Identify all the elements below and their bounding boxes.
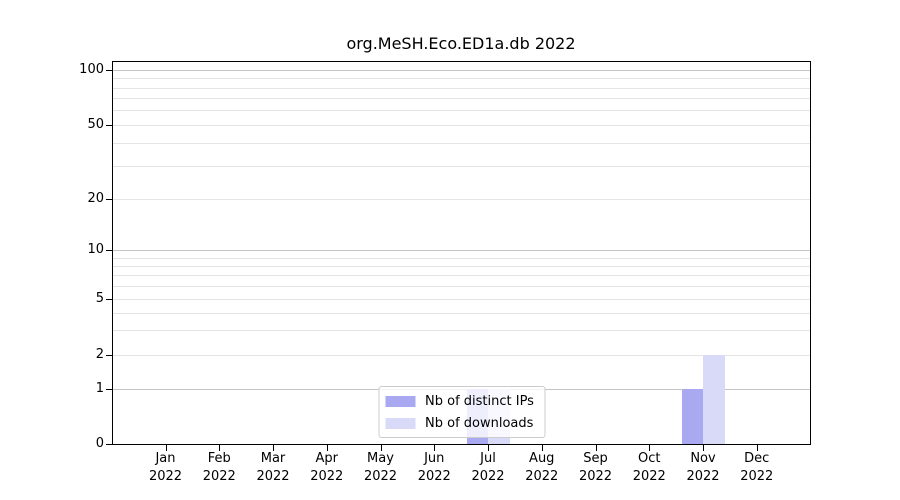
legend-swatch [385, 417, 415, 429]
y-tick-label: 0 [95, 436, 104, 451]
gridline-minor [113, 199, 810, 200]
y-tick-mark [106, 444, 112, 445]
x-tick-label: Apr 2022 [310, 451, 344, 484]
bar-distinct-ips [681, 389, 703, 444]
x-tick-mark [219, 445, 221, 451]
legend-entry: Nb of distinct IPs [385, 391, 538, 411]
gridline-minor [113, 258, 810, 259]
x-tick-mark [649, 445, 651, 451]
bar-downloads [703, 355, 725, 444]
x-tick-label: Nov 2022 [686, 451, 720, 484]
x-tick-mark [488, 445, 489, 451]
gridline-minor [113, 275, 810, 276]
gridline-minor [113, 166, 810, 167]
chart-title: org.MeSH.Eco.ED1a.db 2022 [346, 34, 576, 53]
gridline-minor [113, 286, 810, 287]
x-tick-mark [541, 445, 543, 451]
gridline-minor [113, 88, 810, 89]
y-tick-label: 5 [95, 291, 104, 306]
x-tick-label: Jun 2022 [417, 451, 451, 484]
legend-label: Nb of downloads [425, 415, 534, 431]
x-tick-mark [756, 445, 758, 451]
gridline-minor [113, 266, 810, 267]
x-tick-label: Sep 2022 [578, 451, 613, 484]
gridline-major [113, 250, 810, 251]
gridline-minor [113, 313, 810, 314]
y-tick-mark [106, 70, 112, 71]
x-tick-label: Oct 2022 [632, 451, 666, 484]
y-tick-label: 20 [87, 191, 104, 206]
x-tick-mark [165, 445, 167, 451]
y-tick-label: 2 [95, 347, 104, 362]
plot-area: Nb of distinct IPs Nb of downloads [112, 61, 811, 445]
gridline-minor [113, 110, 810, 111]
x-tick-mark [434, 445, 436, 451]
legend-label: Nb of distinct IPs [425, 393, 534, 409]
x-tick-mark [703, 445, 704, 451]
y-tick-mark [106, 355, 112, 356]
x-tick-label: May 2022 [363, 451, 398, 484]
gridline-minor [113, 355, 810, 356]
y-tick-mark [106, 389, 112, 390]
x-tick-mark [326, 445, 328, 451]
gridline-minor [113, 143, 810, 144]
x-tick-label: Mar 2022 [256, 451, 290, 484]
y-tick-mark [106, 250, 112, 251]
gridline-minor [113, 299, 810, 300]
x-tick-mark [273, 445, 274, 451]
gridline-major [113, 70, 810, 71]
legend-entry: Nb of downloads [385, 413, 538, 433]
x-tick-mark [595, 445, 597, 451]
x-tick-label: Feb 2022 [202, 451, 236, 484]
y-tick-label: 1 [95, 381, 104, 396]
legend: Nb of distinct IPs Nb of downloads [378, 386, 545, 438]
x-tick-label: Aug 2022 [525, 451, 559, 484]
x-tick-label: Jul 2022 [471, 451, 505, 484]
x-tick-label: Dec 2022 [740, 451, 774, 484]
y-tick-label: 10 [87, 242, 104, 257]
x-tick-label: Jan 2022 [148, 451, 183, 484]
gridline-minor [113, 78, 810, 79]
y-tick-mark [106, 299, 112, 300]
legend-swatch [385, 395, 415, 407]
gridline-minor [113, 330, 810, 331]
y-tick-label: 100 [79, 62, 104, 77]
y-tick-mark [106, 199, 112, 200]
y-tick-mark [106, 125, 112, 126]
x-tick-mark [380, 445, 382, 451]
y-tick-label: 50 [87, 117, 104, 132]
gridline-minor [113, 125, 810, 126]
gridline-minor [113, 98, 810, 99]
